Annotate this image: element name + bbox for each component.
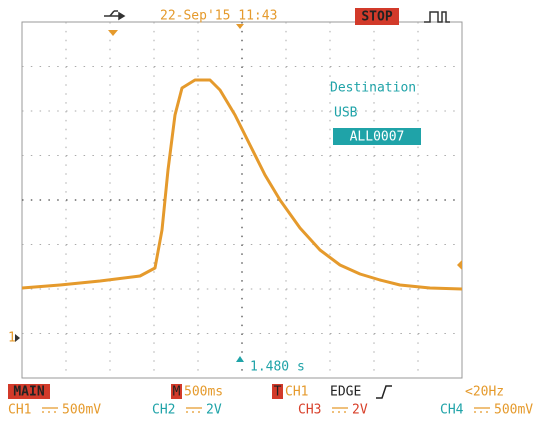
cursor-time: 1.480 s bbox=[250, 360, 305, 375]
coupling-icon bbox=[474, 407, 490, 413]
edge-icon bbox=[376, 385, 392, 399]
trigger-marker: T bbox=[274, 385, 282, 400]
channel-marker: 1 bbox=[8, 331, 16, 346]
file-name: ALL0007 bbox=[350, 130, 405, 145]
timebase-marker: M bbox=[173, 385, 181, 400]
coupling-icon bbox=[186, 407, 202, 413]
channel-name: CH1 bbox=[8, 403, 31, 418]
channel-scale: 500mV bbox=[62, 403, 101, 418]
channel-name: CH3 bbox=[298, 403, 321, 418]
channel-scale: 2V bbox=[206, 403, 222, 418]
timebase: 500ms bbox=[184, 385, 223, 400]
mode-box bbox=[8, 384, 50, 399]
trigger-level-marker bbox=[457, 260, 462, 270]
trigger-source: CH1 bbox=[285, 385, 308, 400]
file-box bbox=[333, 128, 421, 145]
channel-scale: 2V bbox=[352, 403, 368, 418]
cursor-marker bbox=[236, 356, 244, 362]
trigger-icon bbox=[424, 11, 450, 23]
channel-row: CH1 500mV CH2 2V CH3 2V CH4 500mV bbox=[8, 403, 533, 418]
status: STOP bbox=[361, 10, 392, 25]
mode: MAIN bbox=[13, 385, 44, 400]
waveform bbox=[21, 78, 463, 291]
trigger-marker-box bbox=[272, 384, 283, 399]
channel-arrow bbox=[15, 334, 20, 342]
graticule bbox=[21, 21, 463, 379]
message-line: Destination bbox=[330, 81, 416, 96]
trigger-position-marker bbox=[108, 30, 118, 36]
usb-icon bbox=[104, 10, 126, 21]
channel-name: CH4 bbox=[440, 403, 464, 418]
coupling-icon bbox=[42, 407, 58, 413]
status-box bbox=[355, 8, 399, 25]
timebase-marker-box bbox=[171, 384, 182, 399]
channel-scale: 500mV bbox=[494, 403, 533, 418]
datetime: 22-Sep'15 11:43 bbox=[160, 9, 277, 24]
coupling-icon bbox=[332, 407, 348, 413]
trigger-type: EDGE bbox=[330, 385, 361, 400]
center-marker bbox=[236, 24, 244, 29]
trigger-frequency: <20Hz bbox=[465, 385, 504, 400]
channel-name: CH2 bbox=[152, 403, 175, 418]
message-line: USB bbox=[334, 106, 358, 121]
